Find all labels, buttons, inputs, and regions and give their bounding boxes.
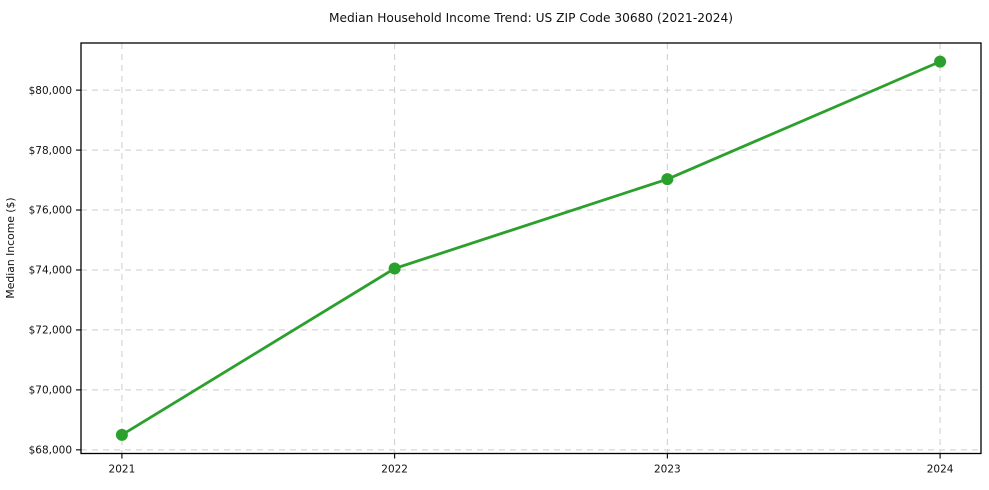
grid-layer xyxy=(81,43,981,454)
y-tick-label: $80,000 xyxy=(29,85,72,97)
data-point xyxy=(934,55,947,68)
data-point xyxy=(115,428,128,441)
data-point xyxy=(388,262,401,275)
y-axis-label: Median Income ($) xyxy=(4,197,17,298)
y-tick-label: $70,000 xyxy=(29,385,72,397)
x-tick-label: 2022 xyxy=(381,464,408,476)
chart-title: Median Household Income Trend: US ZIP Co… xyxy=(329,11,733,25)
y-tick-label: $68,000 xyxy=(29,445,72,457)
plot-border xyxy=(80,42,982,455)
y-tick-label: $78,000 xyxy=(29,145,72,157)
x-tick-label: 2024 xyxy=(927,464,954,476)
axis-layer: $68,000 $70,000 $72,000 $74,000 $76,000 $78,0… xyxy=(29,42,982,476)
data-point xyxy=(661,173,674,186)
trend-line xyxy=(120,60,942,437)
x-tick-label: 2023 xyxy=(654,464,681,476)
y-tick-label: $74,000 xyxy=(29,265,72,277)
x-tick-label: 2021 xyxy=(109,464,136,476)
series-layer xyxy=(115,55,947,441)
y-tick-label: $76,000 xyxy=(29,205,72,217)
y-tick-label: $72,000 xyxy=(29,325,72,337)
